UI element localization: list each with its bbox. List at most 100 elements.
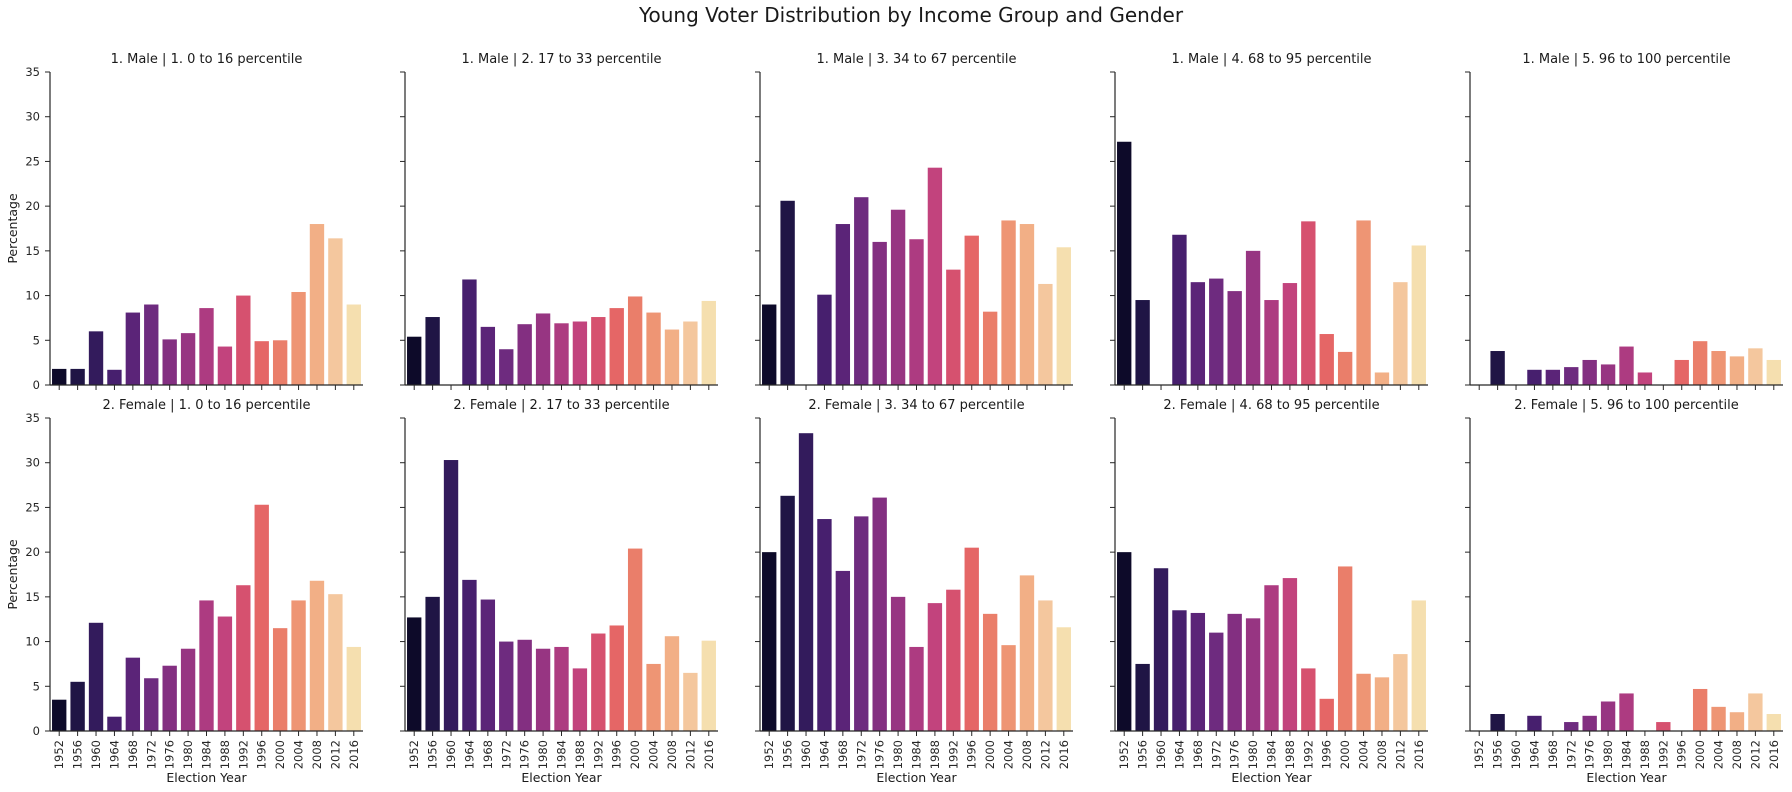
y-tick-label: 25 <box>25 500 40 514</box>
bar <box>946 589 961 731</box>
bar <box>909 239 924 385</box>
bar <box>1545 369 1561 385</box>
bar <box>854 197 869 385</box>
bar <box>328 594 343 731</box>
x-tick-label: 1980 <box>1246 740 1260 769</box>
x-tick-label: 1952 <box>1472 740 1486 769</box>
x-tick-label: 2012 <box>1748 740 1762 769</box>
bar <box>1766 714 1781 731</box>
bar <box>1711 706 1726 731</box>
bar <box>1600 701 1616 731</box>
bar <box>1301 668 1316 731</box>
bar <box>1001 220 1016 385</box>
facet-panel: 1. Male | 4. 68 to 95 percentile <box>1110 52 1428 390</box>
bar <box>1692 688 1708 731</box>
x-tick-label: 1996 <box>965 740 979 769</box>
bar <box>835 224 851 385</box>
bar <box>517 324 532 385</box>
x-tick-label: 1992 <box>946 740 960 769</box>
bar <box>1190 282 1206 385</box>
y-tick-label: 15 <box>25 244 40 258</box>
x-tick-label: 1952 <box>762 740 776 769</box>
bar <box>683 321 698 385</box>
bar <box>927 167 943 385</box>
bar <box>872 241 887 385</box>
bar <box>1337 351 1353 385</box>
bar <box>144 304 159 385</box>
x-tick-label: 2000 <box>1693 740 1707 769</box>
x-tick-label: 1960 <box>1154 740 1168 769</box>
x-tick-label: 2004 <box>1712 740 1726 769</box>
bar <box>1411 245 1426 385</box>
bar <box>236 585 251 731</box>
bar <box>70 368 85 385</box>
bar <box>1319 698 1334 731</box>
bar <box>1056 627 1071 731</box>
x-tick-label: 1984 <box>1620 740 1634 769</box>
bar <box>554 646 569 731</box>
x-tick-label: 1980 <box>181 740 195 769</box>
bar <box>1729 712 1745 731</box>
panel-title: 2. Female | 5. 96 to 100 percentile <box>1514 398 1739 413</box>
bar <box>627 296 643 385</box>
bar <box>1374 677 1390 731</box>
bar <box>1264 300 1279 385</box>
bar <box>1490 351 1505 385</box>
x-tick-label: 1968 <box>481 740 495 769</box>
x-tick-label: 1972 <box>1209 740 1223 769</box>
bar <box>927 603 943 731</box>
bar <box>88 331 104 385</box>
bar <box>328 238 343 385</box>
y-axis-label: Percentage <box>5 539 20 610</box>
bar <box>1600 364 1616 385</box>
x-axis-label: Election Year <box>1231 770 1312 785</box>
y-tick-label: 0 <box>33 724 40 738</box>
panel-title: 1. Male | 4. 68 to 95 percentile <box>1171 52 1371 67</box>
y-tick-label: 20 <box>25 199 40 213</box>
x-tick-label: 1968 <box>126 740 140 769</box>
bar <box>291 600 306 731</box>
y-tick-label: 10 <box>25 635 40 649</box>
bar <box>1038 600 1053 731</box>
bar <box>144 678 159 731</box>
x-tick-label: 1968 <box>1191 740 1205 769</box>
bar <box>272 340 288 385</box>
bar <box>272 628 288 731</box>
bar <box>462 579 477 731</box>
panels: 1. Male | 1. 0 to 16 percentile051015202… <box>5 52 1783 785</box>
x-tick-label: 2008 <box>1020 740 1034 769</box>
bar <box>909 646 924 731</box>
bar <box>125 312 141 385</box>
x-tick-label: 1976 <box>873 740 887 769</box>
bar <box>1393 282 1408 385</box>
bar <box>180 648 196 731</box>
x-tick-label: 1972 <box>144 740 158 769</box>
x-tick-label: 1956 <box>781 740 795 769</box>
bar <box>609 308 624 385</box>
bar <box>982 311 998 385</box>
bar <box>591 633 606 731</box>
x-tick-label: 1960 <box>799 740 813 769</box>
y-tick-label: 35 <box>25 411 40 425</box>
bar <box>627 548 643 731</box>
x-tick-label: 1972 <box>1564 740 1578 769</box>
x-tick-label: 1980 <box>536 740 550 769</box>
bar <box>517 639 532 731</box>
panel-title: 1. Male | 2. 17 to 33 percentile <box>461 52 661 67</box>
bar <box>591 317 606 385</box>
x-tick-label: 1992 <box>1656 740 1670 769</box>
x-tick-label: 1956 <box>1491 740 1505 769</box>
bar <box>1356 673 1371 731</box>
bar <box>107 716 122 731</box>
bar <box>1637 372 1653 385</box>
bar <box>309 580 325 731</box>
bar <box>1019 224 1035 385</box>
bar <box>1019 575 1035 731</box>
x-tick-label: 2000 <box>1338 740 1352 769</box>
x-tick-label: 2012 <box>683 740 697 769</box>
bar <box>646 312 661 385</box>
bar <box>1692 341 1708 385</box>
bar <box>346 304 361 385</box>
bar <box>1411 600 1426 731</box>
bar <box>1264 585 1279 731</box>
